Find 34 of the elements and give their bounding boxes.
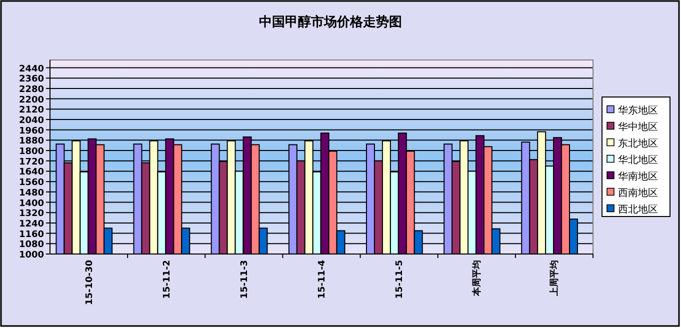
- y-tick-label: 2200: [18, 95, 44, 106]
- y-tick-label: 1400: [18, 198, 44, 209]
- y-tick-label: 2360: [18, 74, 44, 85]
- y-tick-label: 1640: [18, 168, 44, 178]
- y-tick-label: 1960: [18, 126, 44, 136]
- y-tick-label: 1240: [18, 219, 44, 230]
- x-tick-label: 15-11-3: [240, 260, 250, 299]
- y-tick-label: 2040: [18, 116, 44, 126]
- y-tick-label: 1560: [18, 178, 44, 188]
- y-tick-label: 2120: [18, 106, 44, 116]
- y-tick-label: 1480: [18, 188, 44, 198]
- legend-label: 华北地区: [618, 154, 658, 166]
- legend-label: 东北地区: [618, 137, 658, 150]
- x-tick-label: 15-11-5: [395, 260, 406, 299]
- legend-label: 西北地区: [618, 203, 658, 216]
- y-tick-label: 2440: [18, 64, 44, 74]
- legend-label: 西南地区: [618, 186, 658, 199]
- x-tick-label: 15-11-2: [162, 260, 172, 299]
- legend-label: 华中地区: [618, 120, 658, 133]
- x-tick-label: 15-11-4: [318, 260, 328, 299]
- chart-title: 中国甲醇市场价格走势图: [259, 14, 402, 30]
- y-tick-label: 1080: [18, 240, 44, 250]
- y-tick-label: 1880: [18, 136, 44, 147]
- y-tick-label: 1800: [18, 147, 44, 158]
- y-tick-label: 1160: [18, 230, 44, 240]
- x-tick-label: 15-10-30: [84, 260, 95, 306]
- x-tick-label: 上周平均: [549, 260, 560, 297]
- x-tick-label: 本周平均: [472, 260, 483, 297]
- y-tick-label: 1720: [18, 157, 44, 168]
- y-tick-label: 2280: [18, 84, 44, 95]
- y-tick-label: 1000: [18, 250, 44, 260]
- y-tick-label: 1320: [18, 209, 44, 220]
- legend-label: 华东地区: [618, 104, 658, 116]
- legend-label: 华南地区: [618, 170, 658, 182]
